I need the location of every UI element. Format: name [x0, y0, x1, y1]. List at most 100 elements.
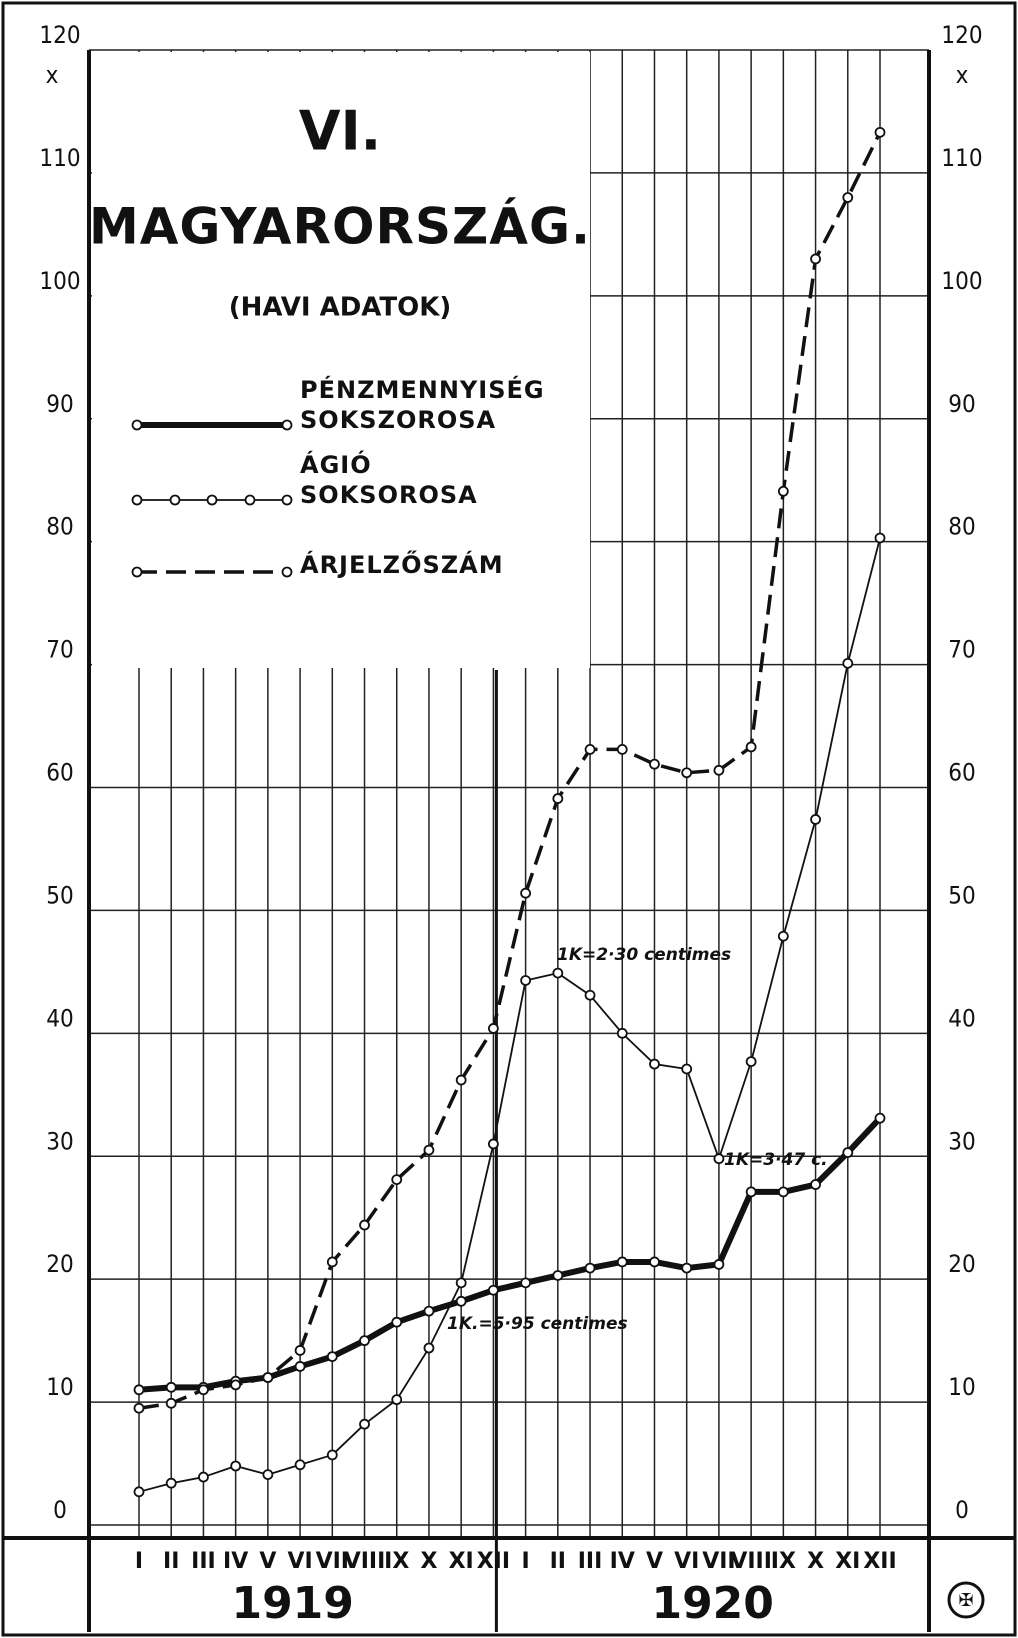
- point: [487, 1138, 499, 1150]
- point: [487, 1023, 499, 1034]
- point: [745, 1056, 757, 1068]
- annotation: 1K=3·47 c.: [724, 1150, 828, 1170]
- point: [713, 1153, 725, 1165]
- x-tick-label: IX: [384, 1549, 409, 1574]
- x-tick-label: III: [578, 1549, 603, 1574]
- y-tick-label-right: 90: [948, 390, 975, 418]
- point: [165, 1397, 177, 1409]
- y-tick-label: 50: [46, 881, 73, 909]
- legend-label: ÁGIÓ SOKSOROSA: [300, 449, 478, 509]
- point: [359, 1335, 370, 1347]
- legend-dot: [206, 494, 218, 506]
- x-tick-label: XI: [449, 1549, 474, 1574]
- point: [391, 1174, 403, 1186]
- y-tick-label-right: 0: [955, 1496, 969, 1524]
- point: [133, 1402, 145, 1414]
- point: [423, 1342, 435, 1354]
- point: [584, 743, 596, 755]
- point: [262, 1469, 274, 1481]
- x-tick-label: XI: [835, 1549, 860, 1574]
- point: [455, 1277, 467, 1289]
- y-tick-label: 100: [39, 267, 80, 295]
- point: [842, 1147, 854, 1158]
- chart-title: VI.: [299, 100, 381, 163]
- point: [326, 1256, 338, 1268]
- year-label: 1920: [651, 1578, 773, 1629]
- y-tick-label-right: 60: [948, 759, 975, 787]
- point: [455, 1074, 467, 1086]
- point: [713, 1259, 725, 1270]
- legend-dot: [281, 419, 293, 431]
- point: [294, 1361, 306, 1372]
- point: [165, 1381, 177, 1393]
- point: [520, 887, 532, 899]
- point: [391, 1394, 403, 1406]
- point: [584, 1262, 596, 1274]
- y-tick-label-right: 10: [948, 1373, 975, 1401]
- x-tick-label: V: [259, 1549, 276, 1574]
- point: [391, 1316, 403, 1328]
- x-tick-label: III: [191, 1549, 216, 1574]
- x-tick-label: XII: [863, 1549, 896, 1574]
- point: [681, 767, 693, 779]
- legend-dot: [281, 494, 293, 506]
- point: [777, 930, 789, 942]
- y-tick-label-right: 100: [941, 267, 982, 295]
- y-tick-label-right: 70: [948, 636, 975, 664]
- series-line: [138, 131, 882, 1410]
- point: [649, 1058, 660, 1070]
- series-line: [138, 537, 881, 1493]
- x-tick-label: VIII: [730, 1549, 772, 1574]
- point: [552, 1270, 564, 1281]
- x-tick-label: II: [163, 1549, 179, 1574]
- point: [681, 1262, 693, 1274]
- y-tick-label-right: 110: [941, 144, 982, 172]
- point: [616, 1027, 628, 1039]
- point: [487, 1284, 499, 1296]
- point: [745, 1186, 757, 1198]
- legend-label: PÉNZMENNYISÉG SOKSZOROSA: [300, 375, 545, 434]
- logo: [947, 1581, 985, 1619]
- x-tick-label: VII: [316, 1549, 349, 1574]
- point: [616, 743, 628, 755]
- point: [520, 1277, 532, 1289]
- x-tick-label: I: [522, 1549, 530, 1574]
- x-tick-label: VIII: [344, 1549, 386, 1574]
- point: [133, 1486, 145, 1498]
- point: [874, 532, 886, 544]
- y-tick-label: 90: [46, 390, 73, 418]
- point: [198, 1471, 209, 1483]
- point: [262, 1372, 274, 1383]
- x-tick-label: V: [646, 1549, 663, 1574]
- point: [230, 1460, 242, 1472]
- y-tick-label: 70: [46, 636, 73, 664]
- y-tick-label-right: 40: [948, 1004, 975, 1032]
- year-label: 1919: [231, 1578, 353, 1629]
- x-tick-label: II: [550, 1549, 566, 1574]
- point: [423, 1305, 435, 1317]
- point: [584, 989, 596, 1001]
- chart-subtitle: MAGYARORSZÁG.: [89, 197, 591, 256]
- legend-dot: [131, 494, 143, 506]
- legend-dot: [131, 419, 143, 431]
- x-tick-label: I: [135, 1549, 143, 1574]
- point: [455, 1295, 467, 1307]
- point: [681, 1063, 693, 1075]
- x-tick-label: XII: [477, 1549, 510, 1574]
- y-tick-label: 0: [53, 1496, 67, 1524]
- point: [810, 253, 821, 265]
- point: [649, 758, 660, 770]
- point: [777, 1186, 789, 1198]
- unit-label: x: [46, 61, 59, 89]
- y-tick-label-right: 120: [941, 21, 982, 49]
- x-tick-label: IX: [771, 1549, 796, 1574]
- y-tick-label: 60: [46, 759, 73, 787]
- point: [874, 1112, 886, 1124]
- y-tick-label: 120: [39, 21, 80, 49]
- point: [713, 764, 725, 776]
- point: [326, 1449, 338, 1461]
- point: [810, 814, 821, 825]
- y-tick-label: 80: [46, 513, 73, 541]
- point: [777, 485, 789, 497]
